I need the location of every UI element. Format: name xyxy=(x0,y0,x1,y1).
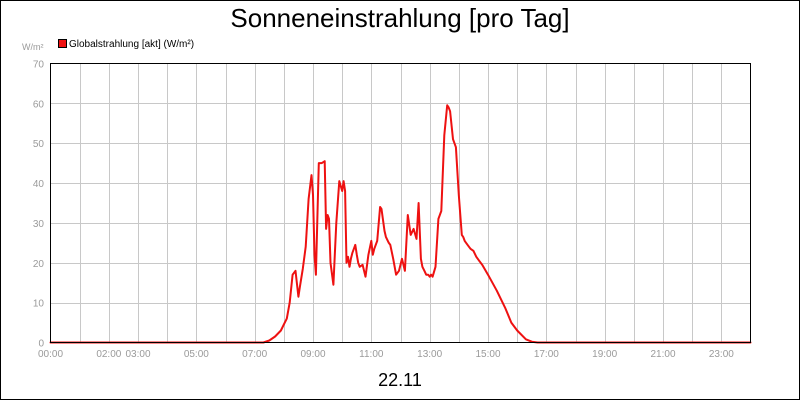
x-tick-label: 03:00 xyxy=(125,349,150,360)
series-line-0 xyxy=(49,104,752,344)
x-tick-label: 00:00 xyxy=(38,349,63,360)
y-tick-label: 50 xyxy=(33,139,45,150)
y-tick-label: 40 xyxy=(33,179,45,190)
x-tick-label: 13:00 xyxy=(417,349,442,360)
x-tick-label: 21:00 xyxy=(650,349,675,360)
x-tick-label: 19:00 xyxy=(592,349,617,360)
plot-area-border xyxy=(50,63,751,343)
x-tick-label: 17:00 xyxy=(534,349,559,360)
chart-title: Sonneneinstrahlung [pro Tag] xyxy=(230,3,569,33)
x-tick-label: 09:00 xyxy=(300,349,325,360)
y-tick-label: 10 xyxy=(33,299,45,310)
grid-lines xyxy=(50,63,751,343)
y-tick-label: 60 xyxy=(33,99,45,110)
y-tick-label: 70 xyxy=(33,60,45,71)
series-layer xyxy=(49,104,752,344)
y-unit-label: W/m² xyxy=(22,42,44,52)
x-tick-label: 11:00 xyxy=(359,349,384,360)
y-axis-ticks: 0 10 20 30 40 50 60 70 xyxy=(33,60,45,350)
y-tick-label: 30 xyxy=(33,219,45,230)
y-tick-label: 20 xyxy=(33,259,45,270)
x-tick-label: 07:00 xyxy=(242,349,267,360)
x-tick-label: 15:00 xyxy=(475,349,500,360)
legend: Globalstrahlung [akt] (W/m²) xyxy=(58,39,194,50)
legend-label: Globalstrahlung [akt] (W/m²) xyxy=(69,39,194,50)
date-label: 22.11 xyxy=(378,370,422,390)
x-tick-label: 02:00 xyxy=(96,349,121,360)
legend-swatch xyxy=(58,39,67,48)
x-tick-label: 05:00 xyxy=(184,349,209,360)
y-tick-label: 0 xyxy=(38,339,44,350)
x-axis-ticks: 00:00 02:00 03:00 05:00 07:00 09:00 11:00 13:00… xyxy=(38,349,734,360)
x-tick-label: 23:00 xyxy=(709,349,734,360)
